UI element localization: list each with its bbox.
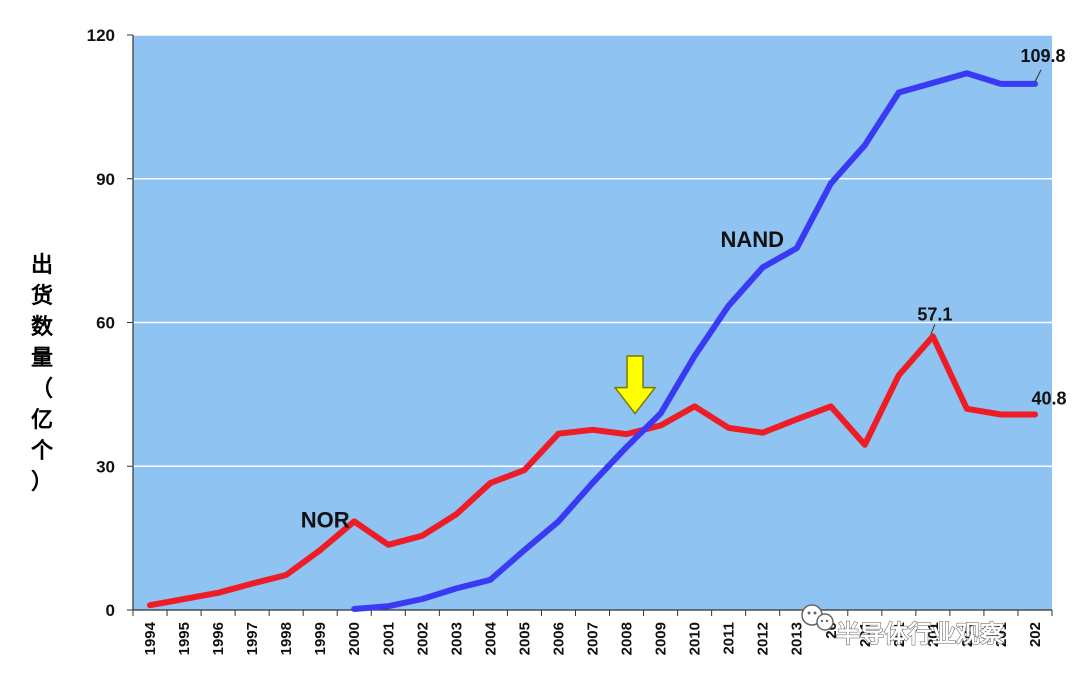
axes bbox=[127, 34, 1053, 616]
y-tick-label: 60 bbox=[96, 314, 115, 333]
y-axis-label-char: 货 bbox=[31, 283, 53, 309]
series-label-nand: NAND bbox=[720, 227, 784, 252]
data-label: 57.1 bbox=[917, 304, 952, 324]
x-tick-label: 2004 bbox=[482, 621, 499, 655]
x-tick-label: 2010 bbox=[687, 622, 704, 655]
x-tick-label: 201 bbox=[993, 622, 1010, 647]
watermark-text: 半导体行业观察 bbox=[836, 620, 1005, 648]
x-tick-label: 1995 bbox=[176, 622, 193, 655]
data-labels: NOR NAND 57.1 40.8 109.8 bbox=[301, 46, 1067, 532]
x-tick-label: 2006 bbox=[550, 622, 567, 655]
watermark: 半导体行业观察 bbox=[801, 604, 1005, 649]
y-axis-label-char: 数 bbox=[31, 314, 54, 340]
data-label: 109.8 bbox=[1020, 46, 1065, 66]
x-tick-label: 2005 bbox=[516, 622, 533, 655]
x-tick-labels: 1994 1995 1996 1997 1998 1999 2000 2001 2002 2003… bbox=[142, 621, 1044, 655]
y-axis-label-char: （ bbox=[31, 377, 53, 402]
x-tick-label: 2000 bbox=[346, 622, 363, 655]
down-arrow-annotation bbox=[613, 355, 657, 415]
series-label-nor: NOR bbox=[301, 507, 350, 532]
series-line-nor bbox=[147, 333, 1038, 609]
data-label-leader bbox=[1034, 69, 1042, 83]
x-tick-label: 2007 bbox=[585, 622, 602, 655]
x-tick-label: 201 bbox=[925, 622, 942, 647]
x-tick-label: 1996 bbox=[210, 622, 227, 655]
annotations bbox=[613, 355, 657, 415]
x-tick-label: 2009 bbox=[653, 622, 670, 655]
y-axis-label-char: ） bbox=[31, 470, 53, 495]
x-tick-label: 2001 bbox=[380, 622, 397, 655]
y-axis-label-char: 量 bbox=[31, 346, 53, 371]
x-tick-label: 201 bbox=[891, 622, 908, 647]
series-line-nand bbox=[351, 70, 1038, 612]
x-tick-label: 1997 bbox=[244, 622, 261, 655]
x-tick-label: 201 bbox=[959, 622, 976, 647]
x-tick-label: 2002 bbox=[414, 622, 431, 655]
x-tick-label: 2013 bbox=[789, 622, 806, 655]
y-tick-label: 120 bbox=[87, 26, 115, 45]
x-tick-label: 201 bbox=[857, 622, 874, 647]
x-tick-label: 1994 bbox=[142, 621, 159, 655]
x-tick-label: 2003 bbox=[448, 622, 465, 655]
y-tick-label: 90 bbox=[96, 170, 115, 189]
x-tick-label: 2011 bbox=[721, 622, 738, 655]
x-tick-label: 202 bbox=[1027, 622, 1044, 647]
wechat-icon bbox=[801, 604, 834, 631]
y-tick-label: 0 bbox=[106, 601, 115, 620]
x-tick-label: 1999 bbox=[312, 622, 329, 655]
x-tick-label: 1998 bbox=[278, 622, 295, 655]
x-tick-label: 2012 bbox=[755, 622, 772, 655]
gridlines bbox=[133, 34, 1052, 467]
y-axis-label-char: 出 bbox=[31, 253, 53, 278]
series-lines bbox=[147, 70, 1038, 612]
y-axis-label-char: 个 bbox=[31, 439, 54, 464]
y-tick-labels: 0 30 60 90 120 bbox=[87, 26, 115, 620]
x-tick-label: 2008 bbox=[619, 622, 636, 655]
data-label-leader bbox=[930, 324, 936, 335]
y-axis-label-char: 亿 bbox=[31, 408, 53, 433]
data-label: 40.8 bbox=[1031, 389, 1066, 409]
y-tick-label: 30 bbox=[96, 457, 115, 476]
